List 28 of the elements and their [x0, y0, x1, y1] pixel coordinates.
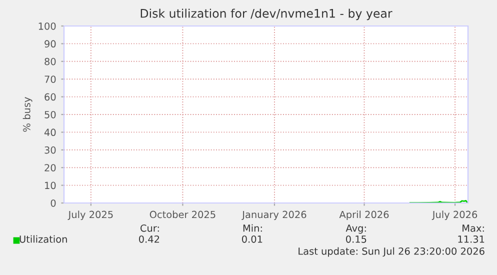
y-tick-label: 60: [44, 93, 56, 101]
text: 0.01: [242, 235, 262, 243]
x-tick-label: July 2025: [68, 210, 113, 220]
text: 0.42: [138, 235, 160, 243]
text: Avg:: [346, 224, 366, 234]
y-tick-label: 10: [45, 182, 56, 190]
y-tick-label: 20: [44, 164, 56, 172]
y-tick-label: 50: [44, 110, 56, 118]
chart-title: Disk utilization for /dev/nvme1n1 - by year: [140, 8, 392, 20]
x-tick-label: April 2026: [339, 210, 389, 220]
y-axis-title: % busy: [22, 97, 32, 132]
x-tick-label: July 2026: [432, 210, 478, 220]
text: 0.15: [346, 235, 366, 243]
y-tick-label: 70: [44, 76, 56, 83]
y-tick-label: 80: [44, 58, 56, 66]
text: Cur:: [140, 224, 159, 232]
y-tick-label: 90: [44, 40, 56, 48]
x-tick-label: October 2025: [150, 210, 216, 218]
text: Max:: [462, 224, 484, 232]
x-tick-label: January 2026: [242, 210, 306, 220]
text: 11.31: [458, 235, 484, 243]
text: Min:: [243, 224, 262, 232]
y-tick-label: 30: [44, 146, 56, 154]
text: Last update: Sun Jul 26 23:20:00 2026: [298, 247, 484, 257]
legend-label: Utilization: [20, 235, 67, 243]
y-tick-label: 0: [50, 199, 56, 207]
y-tick-label: 40: [44, 128, 56, 136]
y-tick-label: 100: [38, 22, 56, 30]
